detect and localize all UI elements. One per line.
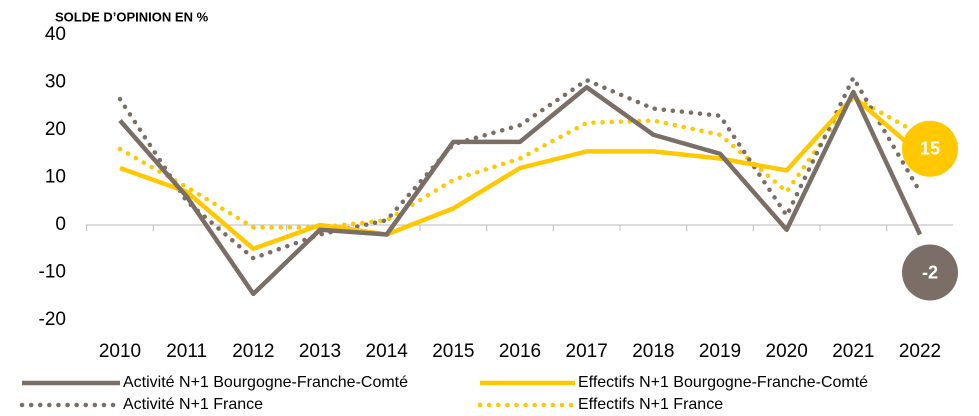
series-line <box>117 72 923 261</box>
legend-label: Effectifs N+1 Bourgogne-Franche-Comté <box>578 374 868 391</box>
series-line <box>117 93 923 230</box>
legend-label: Activité N+1 Bourgogne-Franche-Comté <box>123 374 408 391</box>
x-tick-label: 2014 <box>366 341 409 362</box>
y-tick-label: -20 <box>39 309 66 330</box>
data-label: -2 <box>922 262 938 282</box>
x-tick-label: 2018 <box>632 341 674 362</box>
y-tick-label: -10 <box>39 262 66 283</box>
y-tick-label: 0 <box>55 214 66 235</box>
series-line <box>118 85 923 297</box>
y-tick-label: 30 <box>45 72 66 93</box>
y-tick-label: 40 <box>45 24 66 45</box>
x-tick-label: 2012 <box>232 341 274 362</box>
x-tick-label: 2015 <box>432 341 474 362</box>
x-tick-label: 2017 <box>566 341 608 362</box>
y-tick-label: 10 <box>45 167 66 188</box>
x-tick-label: 2019 <box>699 341 741 362</box>
legend-label: Effectifs N+1 France <box>578 396 723 413</box>
x-tick-label: 2011 <box>166 341 207 362</box>
chart-title: SOLDE D’OPINION EN % <box>55 9 209 24</box>
y-tick-label: 20 <box>45 119 66 140</box>
x-tick-label: 2021 <box>832 341 874 362</box>
x-tick-label: 2016 <box>499 341 541 362</box>
legend-label: Activité N+1 France <box>123 396 263 413</box>
value-bubble <box>902 120 958 177</box>
series-line <box>119 94 922 251</box>
data-label: 15 <box>920 139 940 159</box>
x-tick-label: 2010 <box>99 341 141 362</box>
x-tick-label: 2022 <box>899 341 941 362</box>
x-tick-label: 2013 <box>299 341 341 362</box>
x-tick-label: 2020 <box>766 341 808 362</box>
value-bubble <box>902 244 958 301</box>
